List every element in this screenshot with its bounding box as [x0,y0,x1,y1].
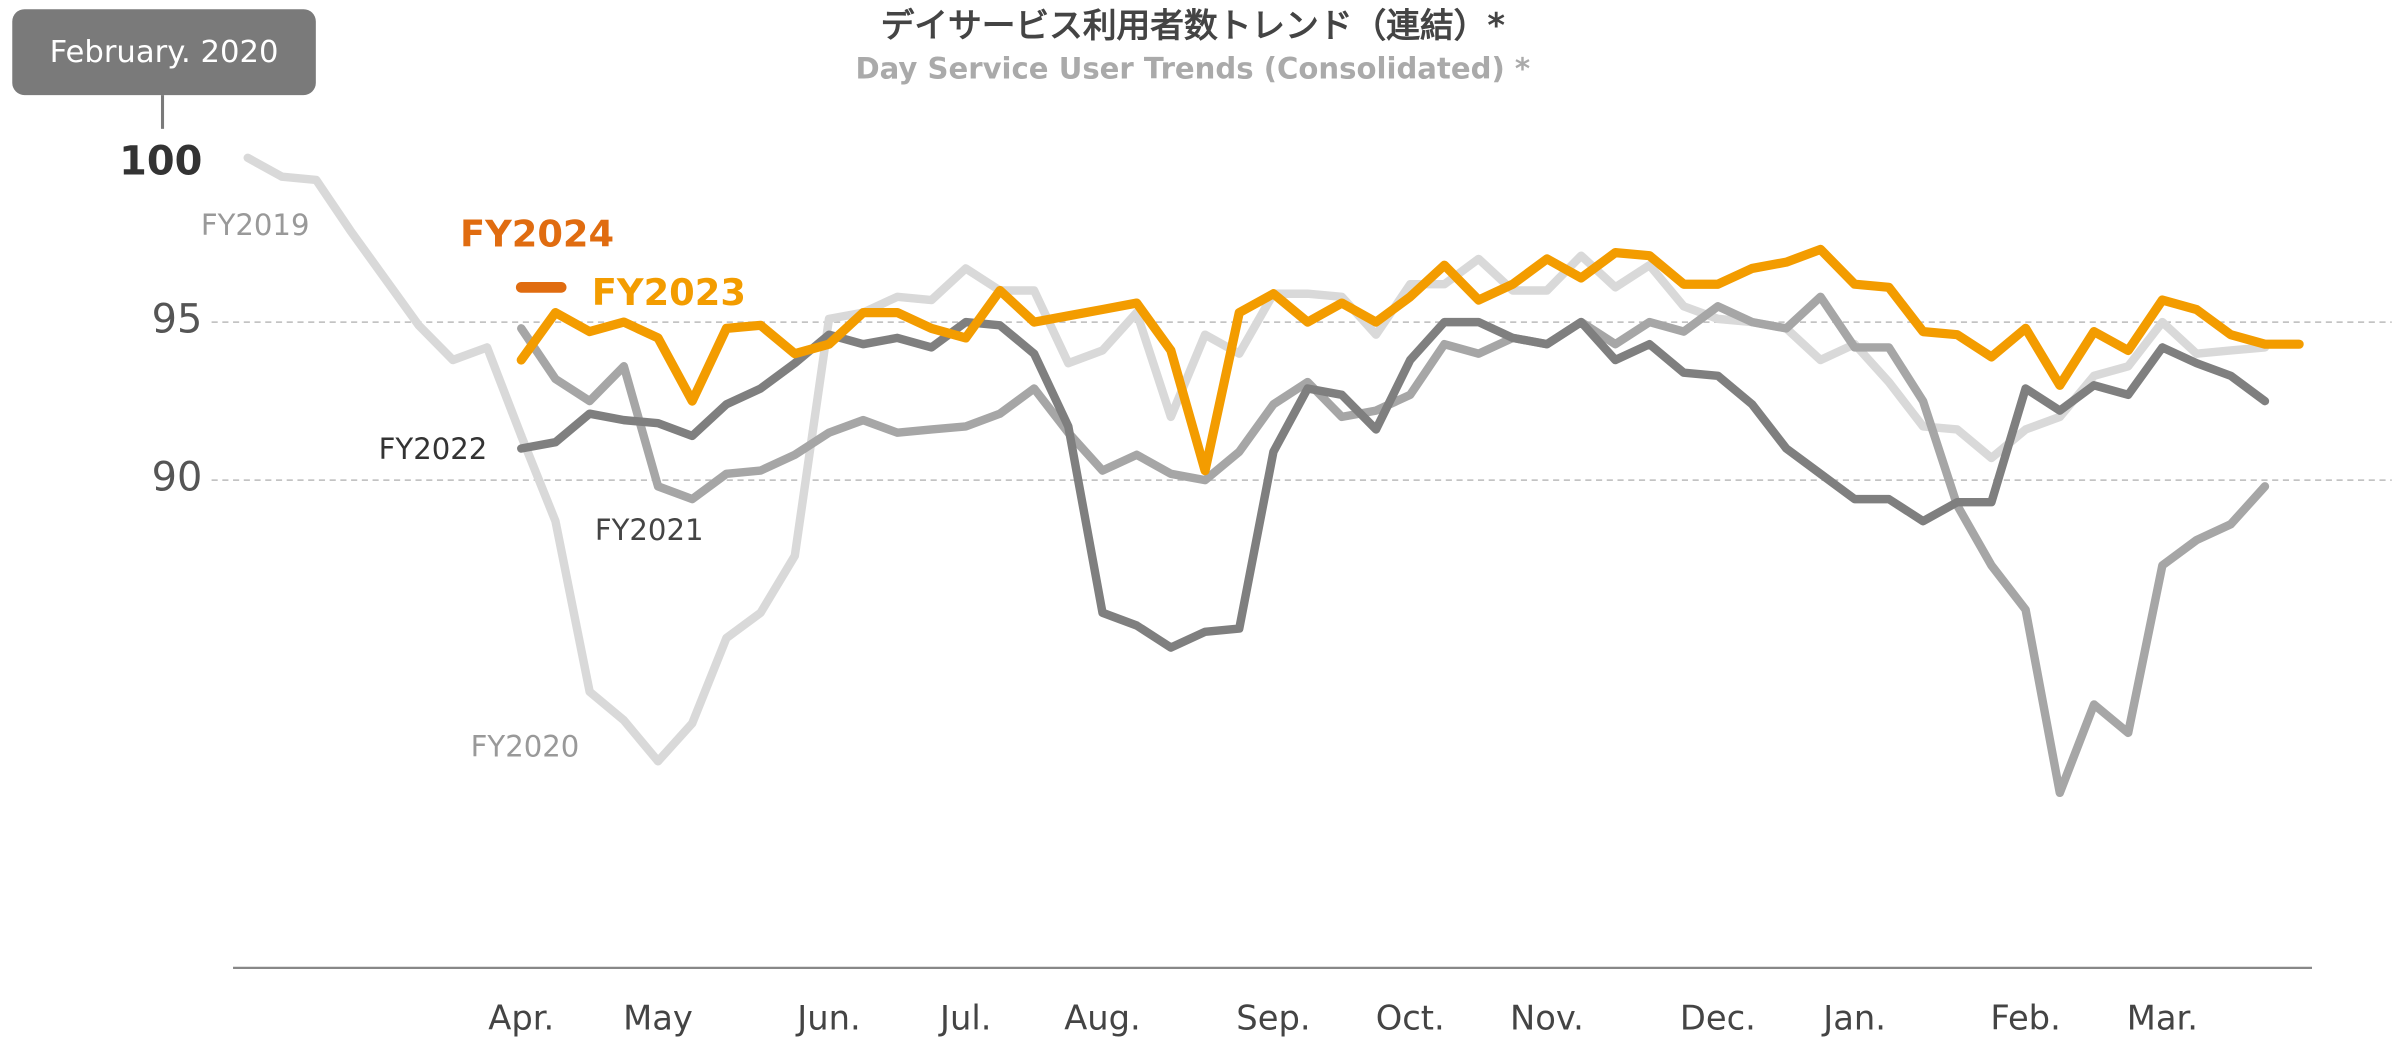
chart-subtitle: Day Service User Trends (Consolidated) * [855,52,1530,86]
series-label: FY2019 [201,208,310,242]
series-label: FY2023 [592,271,746,314]
x-tick-label: Jan. [1821,998,1886,1037]
y-tick-label: 95 [152,297,203,343]
series-line [516,244,2304,476]
series-label: FY2024 [460,213,614,256]
series-line [243,153,526,441]
series-label: FY2020 [471,730,580,764]
annotation-box [12,9,316,96]
x-tick-label: Jul. [938,998,991,1037]
y-tick-label: 90 [152,455,203,501]
x-tick-label: Dec. [1680,998,1756,1037]
x-tick-label: Oct. [1376,998,1445,1037]
annotation: February. 2020 [50,35,279,70]
x-tick-label: Sep. [1236,998,1310,1037]
chart-title: デイサービス利用者数トレンド（連結）* [881,6,1505,45]
series-line [517,317,2270,652]
x-tick-label: Nov. [1510,998,1584,1037]
series-line [517,251,2270,766]
x-tick-label: Feb. [1990,998,2060,1037]
series-label: FY2021 [595,513,704,547]
x-tick-label: Jun. [795,998,860,1037]
x-tick-label: Apr. [488,998,554,1037]
x-tick-label: Aug. [1064,998,1141,1037]
y-tick-label: 100 [119,139,202,185]
series-label: FY2022 [379,432,488,466]
x-tick-label: Mar. [2127,998,2198,1037]
x-tick-label: May [623,998,693,1037]
